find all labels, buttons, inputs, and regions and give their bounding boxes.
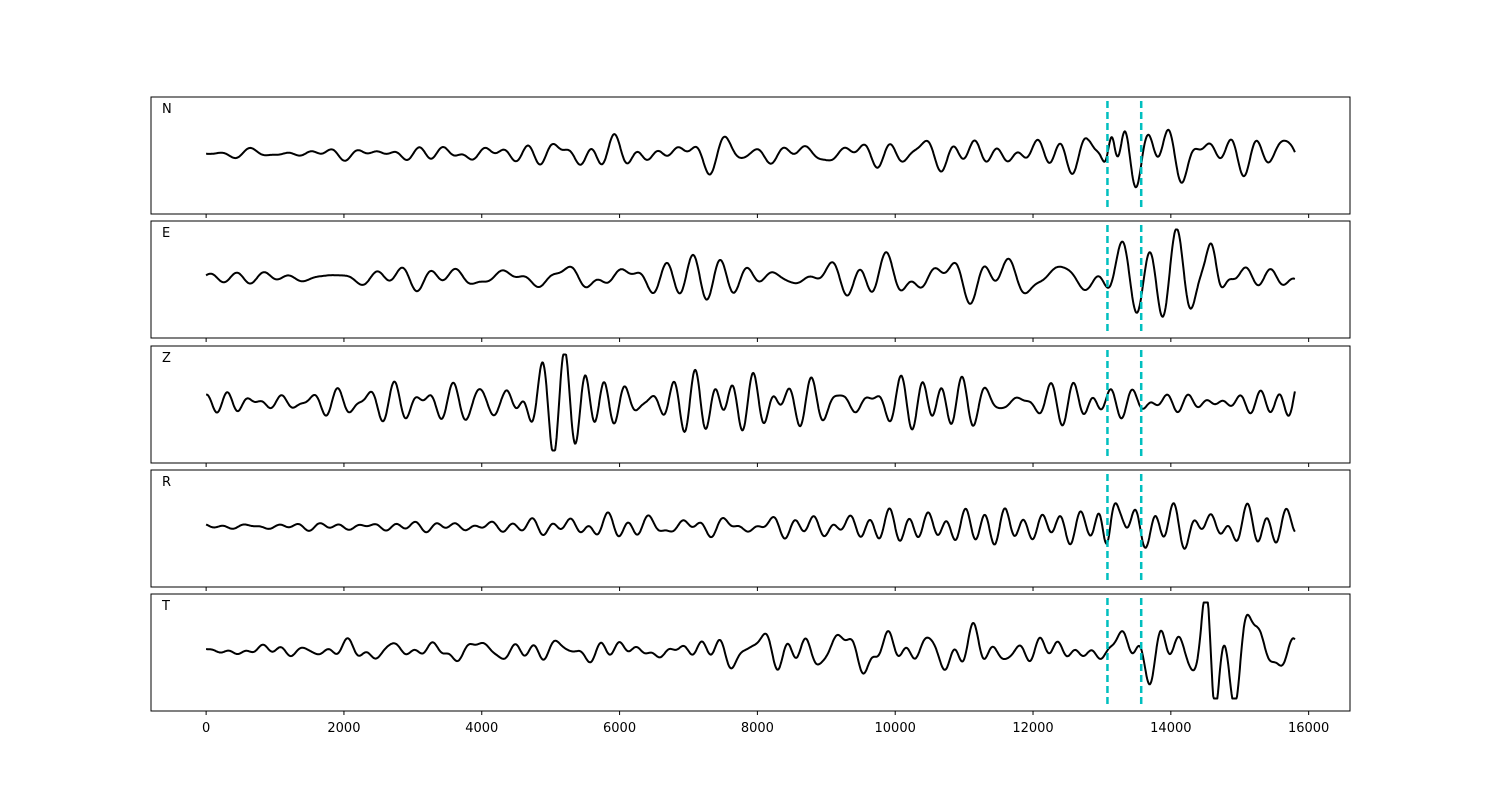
panel-label: Z <box>162 351 171 366</box>
x-tick-label: 4000 <box>465 721 498 736</box>
trace-line <box>205 353 1296 452</box>
panel-label: T <box>161 599 170 614</box>
x-tick-label: 12000 <box>1012 721 1053 736</box>
panel-label: N <box>162 102 172 117</box>
panel-frame <box>150 345 1351 464</box>
panels-group: N E Z R T <box>150 96 1351 715</box>
x-tick-label: 6000 <box>603 721 636 736</box>
trace-line <box>205 601 1296 700</box>
panel-t: T <box>150 593 1351 715</box>
panel-frame <box>150 220 1351 339</box>
panel-frame <box>150 469 1351 588</box>
panel-z: Z <box>150 345 1351 467</box>
panel-label: E <box>162 226 170 241</box>
x-tick-label: 0 <box>202 721 210 736</box>
panel-n: N <box>150 96 1351 218</box>
panel-e: E <box>150 220 1351 342</box>
panel-label: R <box>162 475 171 490</box>
trace-line <box>205 128 1296 189</box>
x-tick-label: 2000 <box>327 721 360 736</box>
trace-line <box>205 228 1296 318</box>
trace-line <box>205 502 1296 550</box>
x-tick-label: 16000 <box>1288 721 1329 736</box>
panel-frame <box>150 593 1351 712</box>
x-tick-label: 8000 <box>741 721 774 736</box>
x-tick-label: 10000 <box>875 721 916 736</box>
x-tick-label: 14000 <box>1150 721 1191 736</box>
panel-r: R <box>150 469 1351 591</box>
x-axis: 0 2000 4000 6000 8000 10000 12000 14000 16000 <box>202 721 1329 736</box>
panel-frame <box>150 96 1351 215</box>
